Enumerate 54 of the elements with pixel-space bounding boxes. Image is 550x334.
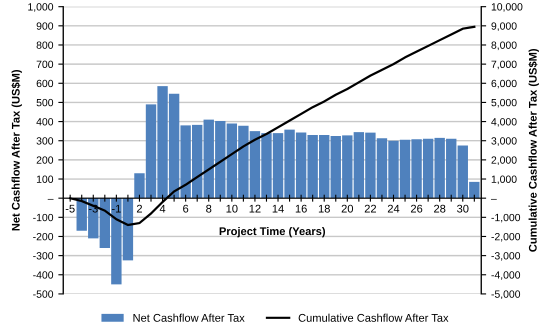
y2-tick-label: 2,000 [491,156,517,165]
y2-tick-label: 1,000 [492,176,517,184]
x-tick-label: 22 [364,204,376,212]
y-tick-label: -200 [33,232,54,240]
x-tick-label: -5 [66,204,75,213]
x-tick-label: -1 [112,204,121,212]
y2-tick-label: 5,000 [491,98,517,108]
y-tick-label: 400 [36,118,54,126]
legend-label: Net Cashflow After Tax [133,314,245,322]
y2-tick-label: 3,000 [491,137,517,146]
x-tick-label: 10 [226,204,238,213]
y-tick-label: 600 [36,80,54,88]
y2-tick-label: – [490,198,497,200]
y-tick-label: 900 [36,22,54,30]
x-tick-label: 12 [250,204,261,212]
y-tick-label: 500 [36,98,54,106]
y2-tick-label: 9,000 [491,22,517,31]
y2-tick-label: 10,000 [492,3,522,12]
y-tick-label: -500 [33,290,54,298]
x-tick-label: 30 [457,204,469,213]
y-tick-label: – [48,198,54,200]
x-tick-label: 2 [136,204,142,212]
y-tick-label: 200 [36,156,54,164]
y2-tick-label: 4,000 [491,118,517,127]
x-tick-label: 6 [183,204,188,213]
y-axis-title: Net Cashflow After Tax (US$M) [11,70,22,230]
y2-tick-label: 6,000 [492,80,517,88]
x-tick-label: 16 [296,204,307,213]
x-tick-label: 8 [206,204,212,213]
y2-tick-label: -5,000 [491,290,520,300]
x-tick-label: 24 [388,204,400,212]
y2-tick-label: -4,000 [491,271,520,280]
y2-tick-label: 7,000 [492,60,517,70]
x-tick-label: 26 [410,204,422,213]
y-tick-label: -100 [33,214,54,222]
y-tick-label: 100 [36,176,54,183]
x-tick-label: 4 [160,204,166,212]
y2-tick-label: -3,000 [491,252,520,261]
y2-axis-title: Cumulative Cashflow After Tax (US$M) [528,48,539,252]
y-tick-label: -300 [33,252,54,260]
y-tick-label: 1,000 [28,3,54,12]
y2-tick-label: -2,000 [491,232,520,242]
x-tick-label: 20 [342,204,354,213]
y2-tick-label: 8,000 [491,41,517,50]
x-tick-label: 14 [272,204,284,212]
y-tick-label: 700 [36,60,54,68]
x-tick-label: 28 [434,204,446,213]
legend-label: Cumulative Cashflow After Tax [298,314,448,322]
x-axis-title: Project Time (Years) [220,226,326,238]
y-tick-label: -400 [33,271,54,279]
x-tick-label: 18 [318,204,330,213]
y-tick-label: 300 [36,137,54,145]
y-tick-label: 800 [36,41,54,49]
y2-tick-label: -1,000 [491,214,520,222]
